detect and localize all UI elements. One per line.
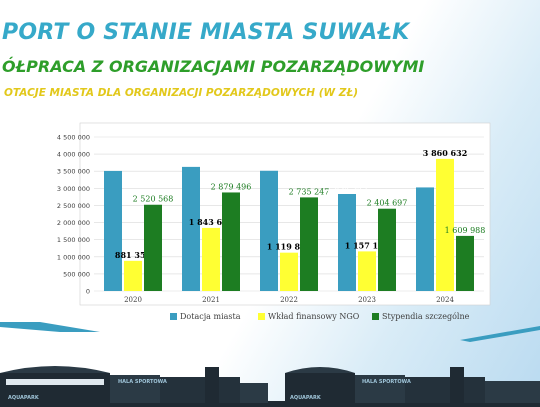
skyline-left: [0, 366, 268, 403]
data-label: 3 626 672: [171, 157, 212, 166]
bar-chart: 0 500 000 1 000 000 1 500 000 2 000 000 2 500…: [57, 122, 491, 321]
bar-2-2020: [124, 260, 142, 291]
footer-sign-aquapark-1: AQUAPARK: [8, 395, 40, 401]
skyline-right: [285, 367, 540, 403]
bar-3-2023: [378, 208, 396, 291]
x-tick-label: 2023: [358, 296, 376, 304]
data-label: 2 735 247: [289, 187, 330, 196]
data-label: 2 879 496: [211, 182, 252, 191]
legend-label-1: Dotacja miasta: [180, 312, 241, 321]
data-label: 3 026 582: [405, 177, 446, 186]
data-label: 881 356: [115, 250, 152, 260]
legend-swatch-1: [170, 313, 177, 320]
footer-sign-hala-1: HALA SPORTOWA: [118, 379, 167, 385]
bar-3-2024: [456, 235, 474, 291]
y-tick-label: 3 000 000: [57, 185, 90, 193]
data-label: 3 508 593: [93, 161, 134, 170]
legend-label-3: Stypendia szczególne: [382, 312, 470, 321]
x-tick-label: 2022: [280, 296, 298, 304]
y-tick-label: 3 500 000: [57, 168, 90, 176]
city-skyline-illustration: AQUAPARK HALA SPORTOWA AQUAPARK HALA SPO…: [0, 366, 540, 407]
legend-swatch-2: [258, 313, 265, 320]
x-tick-label: 2021: [202, 296, 220, 304]
bar-2-2021: [202, 227, 220, 291]
data-label: 3 860 632: [423, 148, 468, 158]
bar-3-2020: [144, 204, 162, 291]
data-label: 2 520 568: [133, 195, 174, 204]
bar-1-2024: [416, 187, 434, 291]
decorative-swoosh: [0, 322, 540, 342]
data-label: 1 157 166: [345, 240, 390, 250]
data-label: 2 404 697: [367, 199, 408, 208]
data-label: 3 513 424: [249, 161, 290, 170]
bar-3-2022: [300, 197, 318, 291]
x-tick-label: 2024: [436, 296, 454, 304]
y-tick-label: 1 000 000: [57, 253, 90, 261]
data-label: 2 834 345: [327, 184, 368, 193]
chart-container: 0 500 000 1 000 000 1 500 000 2 000 000 2 500…: [0, 115, 540, 345]
bar-2-2022: [280, 252, 298, 291]
y-tick-label: 2 500 000: [57, 202, 90, 210]
bar-2-2023: [358, 251, 376, 291]
y-tick-label: 1 500 000: [57, 236, 90, 244]
data-label: 1 119 889: [267, 242, 312, 252]
bar-2-2024: [436, 158, 454, 291]
footer-sign-hala-2: HALA SPORTOWA: [362, 379, 411, 385]
data-label: 1 843 678: [189, 217, 234, 227]
footer-sign-aquapark-2: AQUAPARK: [290, 395, 322, 401]
x-tick-label: 2020: [124, 296, 142, 304]
data-label: 1 609 988: [445, 226, 486, 235]
bar-1-2021: [182, 166, 200, 291]
bar-1-2020: [104, 170, 122, 291]
y-tick-label: 4 500 000: [57, 134, 90, 142]
bar-1-2023: [338, 194, 356, 291]
y-tick-label: 500 000: [63, 270, 90, 278]
bar-3-2021: [222, 192, 240, 291]
report-title: PORT O STANIE MIASTA SUWAŁK: [2, 20, 410, 45]
bar-1-2022: [260, 170, 278, 291]
legend-label-2: Wkład finansowy NGO: [268, 312, 360, 321]
legend-swatch-3: [372, 313, 379, 320]
report-subtitle: ÓŁPRACA Z ORGANIZACJAMI POZARZĄDOWYMI: [2, 57, 425, 76]
y-tick-label: 2 000 000: [57, 219, 90, 227]
y-tick-label: 4 000 000: [57, 151, 90, 159]
chart-section-title: OTACJE MIASTA DLA ORGANIZACJI POZARZĄDOW…: [4, 87, 359, 99]
y-tick-label: 0: [86, 288, 90, 296]
